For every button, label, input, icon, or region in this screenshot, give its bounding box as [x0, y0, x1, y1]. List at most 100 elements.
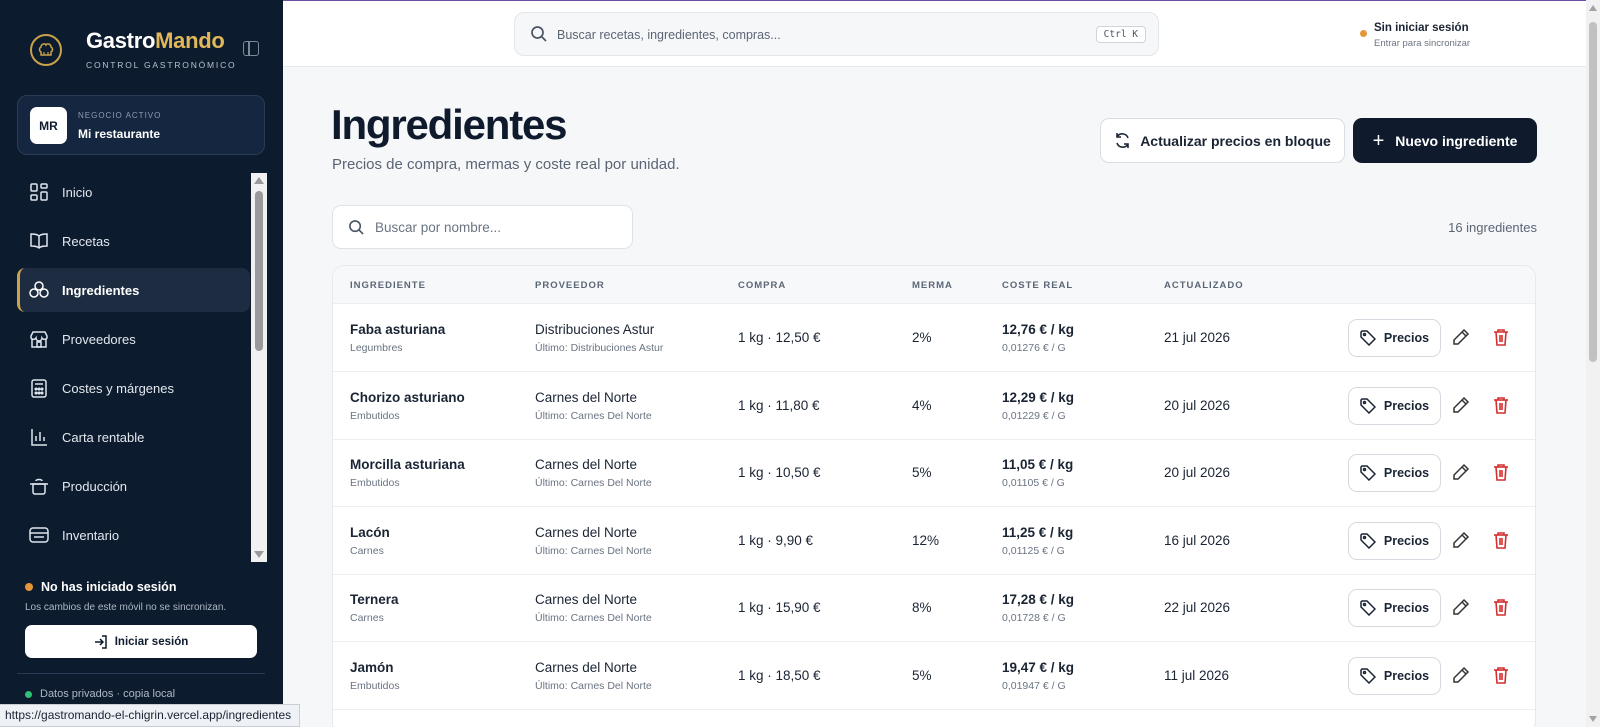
prices-button[interactable]: Precios [1348, 319, 1441, 357]
ingredient-name[interactable]: Faba asturiana [350, 322, 446, 337]
edit-pencil-icon[interactable] [1451, 462, 1473, 484]
delete-trash-icon[interactable] [1491, 462, 1513, 484]
column-header[interactable]: PROVEEDOR [535, 280, 605, 291]
supplier-name: Carnes del Norte [535, 524, 638, 540]
supplier-name: Distribuciones Astur [535, 322, 655, 337]
ingredient-name[interactable]: Morcilla asturiana [350, 457, 465, 472]
waste-value: 5% [912, 667, 932, 683]
prices-button[interactable]: Precios [1348, 521, 1441, 560]
sidebar-item-recetas[interactable]: Recetas [17, 219, 250, 263]
active-business-card[interactable]: MR NEGOCIO ACTIVO Mi restaurante [17, 95, 265, 155]
search-placeholder: Buscar recetas, ingredientes, compras... [557, 28, 781, 42]
updated-date: 20 jul 2026 [1164, 397, 1231, 413]
sidebar-item-carta[interactable]: Carta rentable [17, 415, 250, 459]
real-cost: 19,47 € / kg [1002, 659, 1075, 675]
store-icon [29, 329, 49, 349]
sidebar-collapse-icon[interactable] [243, 41, 259, 56]
ingredient-category: Carnes [350, 544, 384, 557]
delete-trash-icon[interactable] [1491, 597, 1513, 619]
delete-trash-icon[interactable] [1491, 530, 1513, 552]
page-subtitle: Precios de compra, mermas y coste real p… [332, 156, 680, 173]
plus-icon: + [1372, 129, 1385, 152]
scroll-thumb[interactable] [255, 191, 263, 351]
scroll-up-icon[interactable] [254, 177, 264, 184]
prices-button[interactable]: Precios [1348, 386, 1441, 425]
prices-button[interactable]: Precios [1348, 589, 1441, 627]
column-header[interactable]: MERMA [912, 280, 953, 291]
sidebar-scrollbar[interactable] [251, 173, 267, 562]
page-scrollbar[interactable] [1586, 0, 1600, 727]
tag-icon [1360, 600, 1376, 616]
table-row[interactable]: Ternera Carnes Carnes del Norte Último: Car… [333, 574, 1535, 642]
scroll-thumb[interactable] [1589, 22, 1597, 362]
delete-trash-icon[interactable] [1491, 327, 1513, 349]
column-header[interactable]: COMPRA [738, 280, 787, 291]
table-header: INGREDIENTE PROVEEDOR COMPRA MERMA COSTE… [333, 266, 1535, 304]
ingredient-name[interactable]: Jamón [350, 659, 394, 675]
book-icon [29, 231, 49, 251]
column-header[interactable]: INGREDIENTE [350, 280, 426, 291]
brand-subtitle: CONTROL GASTRONÓMICO [86, 60, 237, 70]
ingredients-table: INGREDIENTE PROVEEDOR COMPRA MERMA COSTE… [332, 265, 1536, 727]
session-description: Los cambios de este móvil no se sincroni… [25, 602, 227, 613]
sidebar-item-inicio[interactable]: Inicio [17, 170, 250, 214]
tag-icon [1360, 465, 1376, 481]
ingredient-name[interactable]: Ternera [350, 592, 399, 607]
prices-button[interactable]: Precios [1348, 656, 1441, 695]
pot-icon [29, 476, 49, 496]
column-header[interactable]: COSTE REAL [1002, 280, 1074, 291]
scroll-down-icon[interactable] [254, 551, 264, 558]
bulk-update-prices-button[interactable]: Actualizar precios en bloque [1100, 118, 1345, 163]
ingredient-name[interactable]: Lacón [350, 524, 390, 540]
sidebar-item-produccion[interactable]: Producción [17, 464, 250, 508]
purchase-value: 1 kg · 11,80 € [738, 397, 820, 413]
prices-label: Precios [1383, 601, 1430, 615]
real-cost-unit: 0,01105 € / G [1002, 477, 1065, 489]
prices-button[interactable]: Precios [1348, 454, 1441, 492]
real-cost-unit: 0,01947 € / G [1002, 679, 1066, 692]
sidebar-item-label: Inicio [62, 184, 93, 200]
login-button[interactable]: Iniciar sesión [25, 625, 257, 658]
real-cost: 11,05 € / kg [1002, 457, 1074, 472]
ingredient-count: 16 ingredientes [1448, 220, 1537, 235]
sidebar-item-ingredientes[interactable]: Ingredientes [17, 268, 250, 312]
new-ingredient-label: Nuevo ingrediente [1395, 132, 1518, 149]
sidebar-item-proveedores[interactable]: Proveedores [17, 317, 250, 361]
delete-trash-icon[interactable] [1491, 395, 1513, 417]
global-search-input[interactable]: Buscar recetas, ingredientes, compras...… [514, 12, 1159, 56]
chef-hat-logo-icon [30, 34, 62, 66]
table-row[interactable]: Morcilla asturiana Embutidos Carnes del No… [333, 439, 1535, 507]
supplier-name: Carnes del Norte [535, 659, 638, 675]
table-row[interactable]: Jamón Embutidos Carnes del Norte Último: Ca… [333, 642, 1535, 710]
ingredient-name[interactable]: Chorizo asturiano [350, 389, 465, 405]
delete-trash-icon[interactable] [1491, 665, 1513, 687]
sidebar-item-label: Costes y márgenes [62, 380, 174, 396]
scroll-up-icon[interactable] [1589, 5, 1597, 11]
table-row[interactable]: Lacón Carnes Carnes del Norte Último: Carne… [333, 507, 1535, 575]
status-url: https://gastromando-el-chigrin.vercel.ap… [0, 704, 301, 727]
edit-pencil-icon[interactable] [1451, 327, 1473, 349]
scroll-down-icon[interactable] [1589, 716, 1597, 722]
waste-value: 5% [912, 465, 932, 480]
real-cost-unit: 0,01125 € / G [1002, 544, 1065, 557]
edit-pencil-icon[interactable] [1451, 395, 1473, 417]
edit-pencil-icon[interactable] [1451, 597, 1473, 619]
edit-pencil-icon[interactable] [1451, 530, 1473, 552]
edit-pencil-icon[interactable] [1451, 665, 1473, 687]
supplier-name: Carnes del Norte [535, 457, 638, 472]
private-data-note: Datos privados · copia local [25, 688, 175, 700]
ingredient-search-input[interactable]: Buscar por nombre... [332, 205, 633, 249]
table-row[interactable]: Faba asturiana Legumbres Distribuciones As… [333, 304, 1535, 372]
prices-label: Precios [1383, 398, 1430, 413]
business-kicker: NEGOCIO ACTIVO [78, 111, 162, 120]
divider [17, 673, 265, 674]
sidebar-item-costes[interactable]: Costes y márgenes [17, 366, 250, 410]
brand[interactable]: GastroMando CONTROL GASTRONÓMICO [30, 28, 236, 70]
table-row[interactable]: Chorizo asturiano Embutidos Carnes del Nor… [333, 372, 1535, 440]
updated-date: 22 jul 2026 [1164, 600, 1231, 615]
last-supplier: Último: Carnes Del Norte [535, 612, 652, 624]
new-ingredient-button[interactable]: + Nuevo ingrediente [1353, 118, 1537, 163]
column-header[interactable]: ACTUALIZADO [1164, 280, 1244, 291]
real-cost-unit: 0,01229 € / G [1002, 409, 1066, 422]
sidebar-item-inventario[interactable]: Inventario [17, 513, 250, 557]
